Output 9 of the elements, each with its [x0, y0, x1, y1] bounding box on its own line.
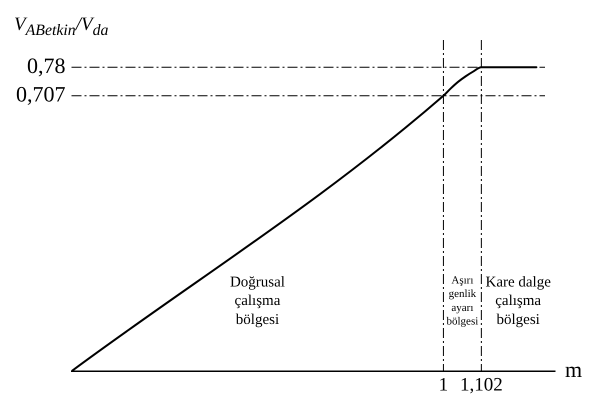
x-axis-title: m: [565, 356, 582, 382]
annotation: Aşırı genlik ayarı bölgesi: [446, 274, 478, 328]
y-tick-label: 0,78: [27, 53, 66, 78]
annotation: Doğrusal çalışma bölgesi: [230, 274, 285, 328]
y-tick-label: 0,707: [16, 82, 66, 106]
x-tick-label: 1: [438, 374, 448, 396]
annotation: Kare dalge çalışma bölgesi: [485, 274, 552, 328]
y-axis-title: V$_{ABetkin}$/V$_{da}$: [14, 14, 108, 40]
x-tick-label: 1,102: [460, 374, 503, 396]
